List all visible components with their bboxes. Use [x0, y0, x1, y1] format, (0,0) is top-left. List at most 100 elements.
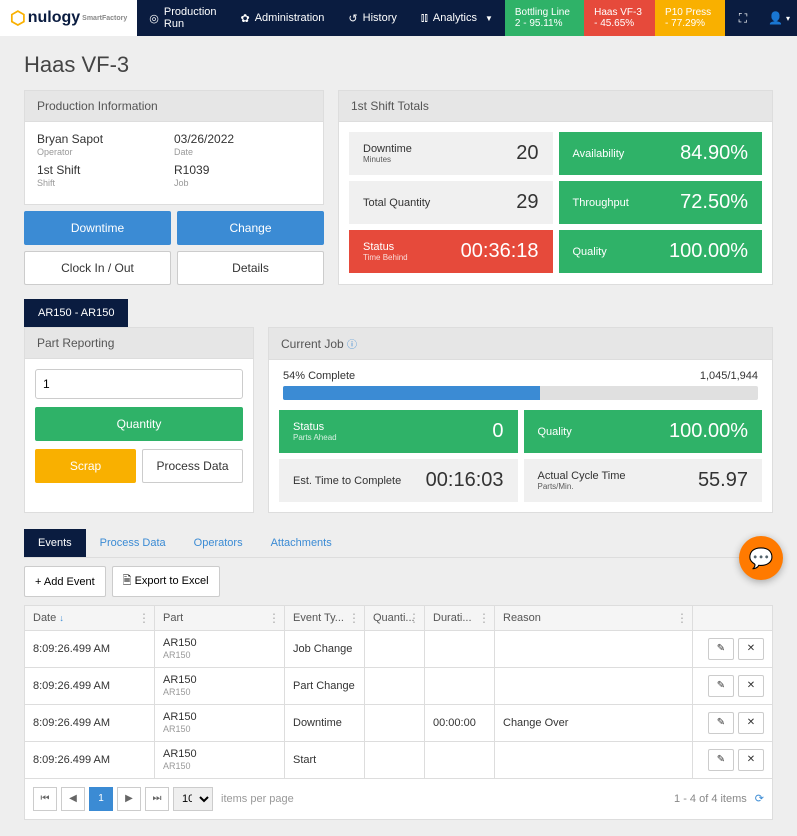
- change-button[interactable]: Change: [177, 211, 324, 245]
- col-date[interactable]: Date ↓⋮: [25, 606, 155, 631]
- edit-button[interactable]: ✎: [708, 749, 734, 771]
- cell-qty: [365, 631, 425, 668]
- col-menu-icon[interactable]: ⋮: [268, 611, 280, 625]
- col-menu-icon[interactable]: ⋮: [348, 611, 360, 625]
- quality-tile: Quality 100.00%: [559, 230, 763, 273]
- event-tabs: Events Process Data Operators Attachment…: [24, 529, 773, 558]
- nav-history[interactable]: ↺History: [336, 0, 408, 36]
- export-excel-button[interactable]: 🗎 Export to Excel: [112, 566, 220, 597]
- downtime-button[interactable]: Downtime: [24, 211, 171, 245]
- col-actions: [693, 606, 773, 631]
- pager: ⏮ ◀ 1 ▶ ⏭ 10 items per page 1 - 4 of 4 i…: [24, 779, 773, 820]
- col-menu-icon[interactable]: ⋮: [408, 611, 420, 625]
- col-reason[interactable]: Reason⋮: [495, 606, 693, 631]
- pager-last[interactable]: ⏭: [145, 787, 169, 811]
- chart-icon: ⫾⫾: [421, 12, 428, 25]
- sort-down-icon: ↓: [59, 613, 64, 623]
- delete-button[interactable]: ✕: [738, 675, 764, 697]
- operator-label: Operator: [37, 147, 174, 157]
- col-event[interactable]: Event Ty...⋮: [285, 606, 365, 631]
- cell-part: AR150AR150: [155, 667, 285, 704]
- delete-button[interactable]: ✕: [738, 712, 764, 734]
- pager-next[interactable]: ▶: [117, 787, 141, 811]
- user-menu[interactable]: 👤▾: [761, 0, 797, 36]
- status-haas[interactable]: Haas VF-3 - 45.65%: [584, 0, 655, 36]
- cell-reason: Change Over: [495, 704, 693, 741]
- clock-button[interactable]: Clock In / Out: [24, 251, 171, 285]
- date-value: 03/26/2022: [174, 132, 311, 146]
- details-button[interactable]: Details: [177, 251, 324, 285]
- table-row: 8:09:26.499 AMAR150AR150Part Change✎✕: [25, 667, 773, 704]
- excel-icon: 🗎: [123, 575, 132, 587]
- help-icon[interactable]: ⓘ: [347, 340, 357, 351]
- cell-reason: [495, 667, 693, 704]
- pager-first[interactable]: ⏮: [33, 787, 57, 811]
- refresh-icon[interactable]: ⟳: [755, 792, 764, 805]
- user-icon: 👤: [768, 11, 783, 25]
- cell-date: 8:09:26.499 AM: [25, 631, 155, 668]
- progress-label: 54% Complete: [283, 370, 355, 382]
- cell-part: AR150AR150: [155, 741, 285, 778]
- tab-operators[interactable]: Operators: [180, 529, 257, 557]
- throughput-tile: Throughput 72.50%: [559, 181, 763, 224]
- delete-button[interactable]: ✕: [738, 638, 764, 660]
- cell-dur: 00:00:00: [425, 704, 495, 741]
- col-menu-icon[interactable]: ⋮: [138, 611, 150, 625]
- status-p10[interactable]: P10 Press - 77.29%: [655, 0, 725, 36]
- caret-down-icon: ▾: [786, 14, 790, 23]
- cell-event: Job Change: [285, 631, 365, 668]
- table-row: 8:09:26.499 AMAR150AR150Start✎✕: [25, 741, 773, 778]
- tab-events[interactable]: Events: [24, 529, 86, 557]
- tab-attachments[interactable]: Attachments: [257, 529, 346, 557]
- prod-info-panel: Production Information Bryan Sapot Opera…: [24, 90, 324, 205]
- gear-icon: ✿: [241, 12, 250, 25]
- tab-process[interactable]: Process Data: [86, 529, 180, 557]
- status-tile: StatusTime Behind 00:36:18: [349, 230, 553, 273]
- status-bottling[interactable]: Bottling Line 2 - 95.11%: [505, 0, 584, 36]
- eta-tile: Est. Time to Complete 00:16:03: [279, 459, 518, 502]
- cell-part: AR150AR150: [155, 704, 285, 741]
- edit-button[interactable]: ✎: [708, 638, 734, 660]
- pager-prev[interactable]: ◀: [61, 787, 85, 811]
- scrap-button[interactable]: Scrap: [35, 449, 136, 483]
- pager-page[interactable]: 1: [89, 787, 113, 811]
- chat-button[interactable]: 💬: [739, 536, 783, 580]
- progress-ratio: 1,045/1,944: [700, 370, 758, 382]
- history-icon: ↺: [348, 12, 357, 25]
- edit-button[interactable]: ✎: [708, 675, 734, 697]
- cell-date: 8:09:26.499 AM: [25, 667, 155, 704]
- col-dur[interactable]: Durati...⋮: [425, 606, 495, 631]
- job-quality-tile: Quality 100.00%: [524, 410, 763, 453]
- logo[interactable]: ⬡ nulogy SmartFactory: [0, 0, 137, 36]
- nav-analytics[interactable]: ⫾⫾Analytics▼: [409, 0, 505, 36]
- job-value: R1039: [174, 163, 311, 177]
- nav-admin[interactable]: ✿Administration: [229, 0, 337, 36]
- nav-production[interactable]: ◎Production Run: [137, 0, 228, 36]
- prod-info-header: Production Information: [25, 91, 323, 122]
- pager-size-select[interactable]: 10: [173, 787, 213, 811]
- quantity-button[interactable]: Quantity: [35, 407, 243, 441]
- quantity-input[interactable]: [35, 369, 243, 399]
- col-menu-icon[interactable]: ⋮: [478, 611, 490, 625]
- col-part[interactable]: Part⋮: [155, 606, 285, 631]
- date-label: Date: [174, 147, 311, 157]
- col-menu-icon[interactable]: ⋮: [676, 611, 688, 625]
- logo-icon: ⬡: [10, 8, 26, 29]
- job-tab[interactable]: AR150 - AR150: [24, 299, 128, 327]
- col-qty[interactable]: Quanti...⋮: [365, 606, 425, 631]
- add-event-button[interactable]: + Add Event: [24, 566, 106, 597]
- cell-dur: [425, 741, 495, 778]
- cycle-tile: Actual Cycle TimeParts/Min. 55.97: [524, 459, 763, 502]
- cell-qty: [365, 704, 425, 741]
- top-nav: ⬡ nulogy SmartFactory ◎Production Run ✿A…: [0, 0, 797, 36]
- cell-event: Downtime: [285, 704, 365, 741]
- events-table: Date ↓⋮ Part⋮ Event Ty...⋮ Quanti...⋮ Du…: [24, 605, 773, 779]
- cell-date: 8:09:26.499 AM: [25, 704, 155, 741]
- delete-button[interactable]: ✕: [738, 749, 764, 771]
- chat-icon: 💬: [749, 546, 774, 571]
- cell-reason: [495, 631, 693, 668]
- edit-button[interactable]: ✎: [708, 712, 734, 734]
- target-icon: ◎: [149, 12, 159, 25]
- fullscreen-button[interactable]: ⛶: [725, 0, 761, 36]
- process-data-button[interactable]: Process Data: [142, 449, 243, 483]
